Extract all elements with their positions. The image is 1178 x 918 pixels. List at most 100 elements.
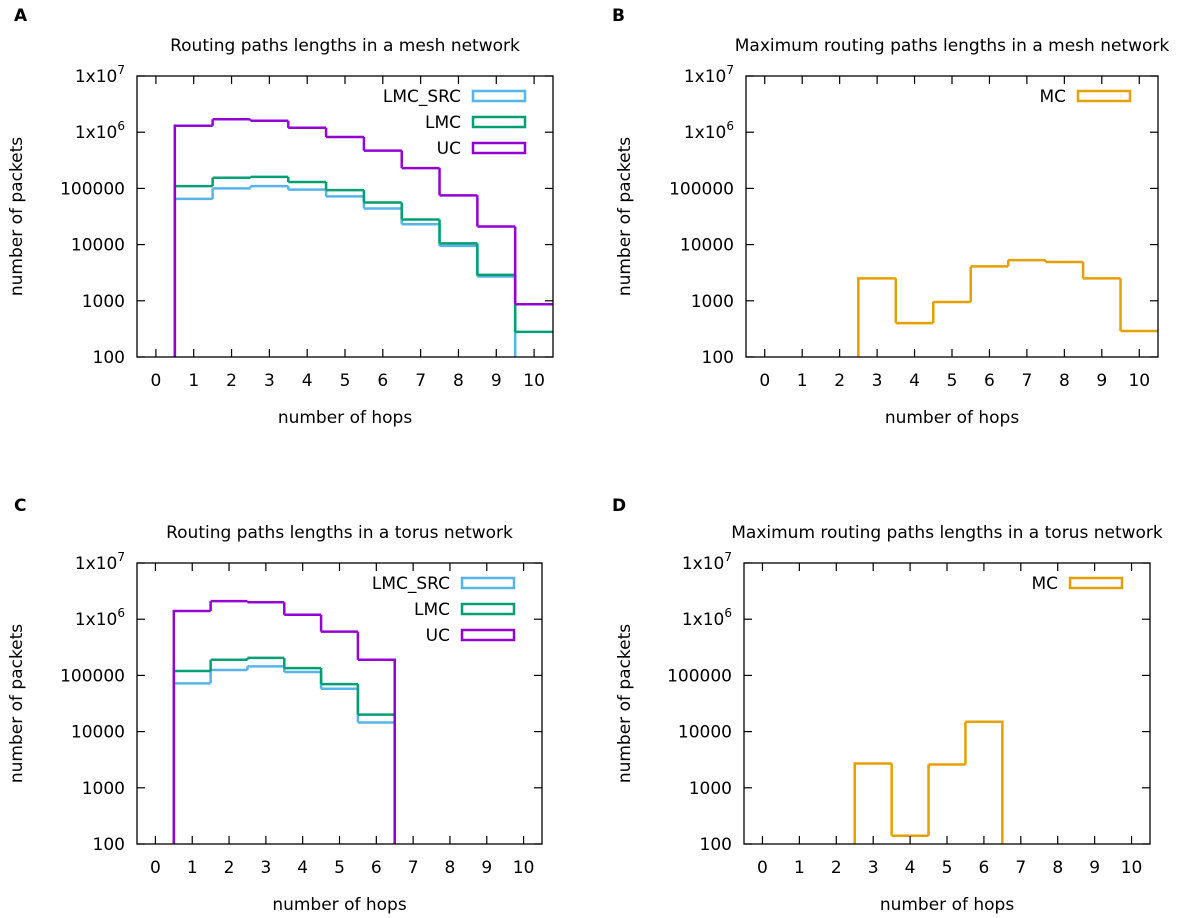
series-mc: [853, 720, 1004, 844]
bar-lmc-hops-5: [319, 668, 358, 686]
series-mc: [857, 258, 1158, 357]
x-tick-label: 3: [868, 858, 879, 878]
x-tick-label: 5: [947, 371, 958, 391]
legend-swatch-uc: [460, 628, 516, 642]
y-tick-label: 10000: [680, 236, 734, 256]
x-tick-label: 1: [797, 371, 808, 391]
bar-lmc-src-hops-3: [246, 665, 285, 670]
bar-lmc-hops-2: [209, 658, 248, 671]
x-tick-label: 6: [984, 371, 995, 391]
bar-uc-hops-2: [211, 117, 251, 126]
bar-lmc-src-hops-4: [287, 186, 327, 191]
legend-swatch-mc: [1076, 89, 1132, 103]
x-tick-label: 3: [872, 371, 883, 391]
bar-uc-hops-3: [246, 601, 285, 604]
y-axis-label: number of packets: [615, 137, 635, 296]
bar-lmc-hops-7: [400, 202, 440, 221]
bar-mc-hops-8: [1044, 260, 1084, 264]
bar-mc-hops-9: [1081, 262, 1121, 280]
series-uc: [172, 599, 396, 844]
bar-uc-hops-1: [172, 609, 211, 844]
legend-label: LMC_SRC: [383, 87, 461, 107]
x-tick-label: 10: [1128, 371, 1150, 391]
x-tick-label: 7: [408, 858, 419, 878]
bar-uc-hops-6: [362, 137, 402, 152]
y-tick-label: 100: [702, 348, 734, 368]
x-tick-label: 6: [377, 371, 388, 391]
x-tick-label: 10: [1121, 858, 1143, 878]
y-tick-label: 10000: [678, 723, 732, 743]
bar-mc-hops-4: [890, 763, 929, 838]
bar-lmc-hops-4: [287, 176, 327, 184]
bar-uc-hops-7: [400, 150, 440, 170]
bar-mc-hops-5: [932, 300, 971, 324]
x-tick-label: 7: [1015, 858, 1026, 878]
x-tick-label: 9: [491, 371, 502, 391]
series-lmc: [172, 656, 396, 844]
bar-lmc-src-hops-9: [476, 245, 517, 357]
bar-lmc-hops-3: [246, 656, 285, 660]
chart-panel-b: B Maximum routing paths lengths in a mesh…: [612, 6, 1169, 428]
chart-title: Maximum routing paths lengths in a torus…: [731, 523, 1163, 543]
bar-mc-hops-3: [857, 277, 896, 357]
legend-label: LMC_SRC: [372, 574, 450, 594]
y-tick-label: 10000: [71, 236, 125, 256]
chart-panel-d: D Maximum routing paths lengths in a toru…: [612, 496, 1163, 915]
x-axis-ticks: 0 1 2 3 4 5 6 7 8 9 10: [150, 76, 545, 391]
x-tick-label: 8: [1059, 371, 1070, 391]
bar-mc-hops-4: [894, 278, 934, 325]
legend-swatch-lmc-src: [471, 89, 527, 103]
y-axis-ticks: 100 1000 10000 100000 1x106 1x107: [669, 63, 1158, 368]
bar-uc-hops-1: [173, 124, 213, 357]
bar-lmc-src-hops-6: [356, 688, 396, 844]
legend-label: MC: [1039, 87, 1066, 107]
legend: MC: [1039, 87, 1132, 107]
bar-uc-hops-3: [249, 119, 289, 122]
x-tick-label: 5: [334, 858, 345, 878]
bar-mc-hops-7: [1006, 258, 1046, 267]
x-axis-ticks: 0 1 2 3 4 5 6 7 8 9 10: [150, 563, 534, 878]
bar-mc-hops-3: [853, 762, 892, 844]
series-uc: [173, 117, 553, 357]
bar-lmc-src-hops-3: [249, 184, 289, 189]
x-tick-label: 0: [757, 858, 768, 878]
legend-label: LMC: [425, 113, 461, 133]
bar-mc-hops-5: [927, 763, 966, 836]
plot-frame: [745, 75, 1159, 358]
x-tick-label: 1: [187, 858, 198, 878]
legend-swatch-uc: [471, 141, 527, 155]
bar-uc-hops-2: [209, 599, 248, 611]
legend-label: UC: [437, 139, 461, 159]
x-tick-label: 2: [226, 371, 237, 391]
y-axis-ticks: 100 1000 10000 100000 1x106 1x107: [60, 550, 542, 855]
x-tick-label: 6: [978, 858, 989, 878]
chart-title: Routing paths lengths in a mesh network: [170, 36, 520, 56]
bar-lmc-src-hops-2: [211, 187, 251, 199]
legend-swatch-lmc: [460, 602, 516, 616]
y-tick-label: 1x107: [682, 550, 732, 574]
x-tick-label: 4: [905, 858, 916, 878]
bar-lmc-src-hops-7: [400, 208, 440, 226]
x-tick-label: 8: [453, 371, 464, 391]
x-tick-label: 9: [481, 858, 492, 878]
panel-letter: D: [612, 496, 626, 516]
x-tick-label: 4: [297, 858, 308, 878]
legend: LMC_SRC LMC UC: [372, 574, 516, 646]
legend-swatch-mc: [1068, 576, 1124, 590]
y-tick-label: 1x107: [684, 63, 734, 87]
y-tick-label: 100000: [60, 666, 125, 686]
x-axis-label: number of hops: [278, 408, 413, 428]
y-axis-ticks: 100 1000 10000 100000 1x106 1x107: [60, 63, 553, 368]
y-tick-label: 1x107: [75, 550, 125, 574]
y-axis-label: number of packets: [7, 137, 27, 296]
x-axis-label: number of hops: [880, 895, 1015, 915]
bar-lmc-hops-5: [324, 181, 364, 192]
bar-lmc-src-hops-5: [319, 671, 358, 690]
x-tick-label: 8: [1052, 858, 1063, 878]
legend-swatch-lmc-src: [460, 576, 516, 590]
y-tick-label: 1000: [691, 292, 734, 312]
legend: MC: [1031, 574, 1124, 594]
panel-letter: B: [612, 6, 625, 26]
bar-uc-hops-9: [476, 195, 516, 228]
